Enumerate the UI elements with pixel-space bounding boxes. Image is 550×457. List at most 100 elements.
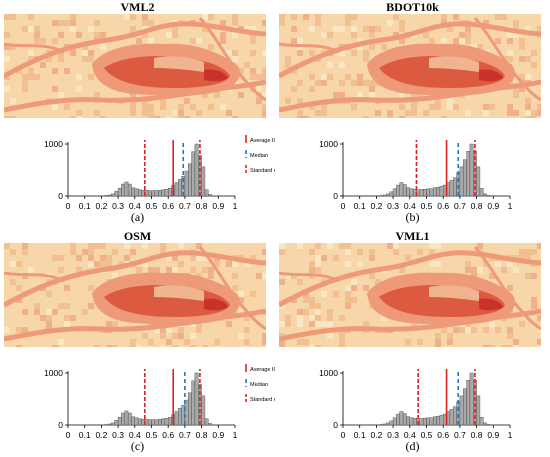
map-cell — [160, 249, 166, 255]
panel-3: OSM 0 1000 0 0.1 0.2 0.3 0.4 0.5 0.6 0.7 0.8 0.9 1 Ave… — [0, 229, 275, 457]
map-cell — [297, 279, 303, 285]
map-cell — [453, 327, 459, 333]
map-cell — [22, 309, 28, 315]
map-cell — [345, 261, 351, 267]
map-cell — [70, 14, 76, 20]
map-cell — [52, 309, 58, 315]
map-cell — [381, 44, 387, 50]
map-cell — [22, 243, 28, 249]
map-cell — [4, 116, 10, 118]
map-cell — [429, 104, 435, 110]
map-cell — [513, 32, 519, 38]
histogram-bar — [178, 179, 182, 197]
map-cell — [537, 315, 541, 321]
map-cell — [58, 339, 64, 345]
map-cell — [309, 321, 315, 327]
iop-map — [279, 243, 541, 347]
map-cell — [309, 26, 315, 32]
map-cell — [202, 26, 208, 32]
map-cell — [130, 104, 136, 110]
map-cell — [441, 116, 447, 118]
map-cell — [238, 309, 244, 315]
map-cell — [453, 104, 459, 110]
map-cell — [477, 267, 483, 273]
map-cell — [507, 104, 513, 110]
map-cell — [52, 345, 58, 347]
map-cell — [315, 80, 321, 86]
map-cell — [76, 110, 82, 116]
map-cell — [321, 80, 327, 86]
map-cell — [279, 345, 285, 347]
histogram-bar — [154, 419, 159, 426]
map-cell — [244, 327, 250, 333]
map-cell — [417, 92, 423, 98]
map-cell — [34, 32, 40, 38]
map-cell — [226, 261, 232, 267]
histogram-bar — [204, 418, 209, 426]
map-cell — [232, 56, 238, 62]
map-cell — [124, 255, 130, 261]
map-cell — [321, 32, 327, 38]
map-cell — [333, 26, 339, 32]
histogram-bar — [486, 424, 491, 426]
map-cell — [303, 14, 309, 20]
map-cell — [250, 50, 256, 56]
map-cell — [196, 327, 202, 333]
histogram-bar — [134, 188, 139, 197]
map-cell — [70, 50, 76, 56]
map-cell — [166, 327, 172, 333]
histogram-bar — [151, 419, 156, 426]
map-title: BDOT10k — [386, 0, 439, 14]
map-cell — [4, 243, 10, 249]
map-cell — [321, 74, 327, 80]
map-cell — [435, 243, 441, 249]
map-cell — [142, 104, 148, 110]
map-cell — [531, 50, 537, 56]
map-cell — [130, 249, 136, 255]
map-cell — [34, 38, 40, 44]
map-cell — [82, 56, 88, 62]
histogram-bar — [154, 190, 159, 197]
map-cell — [369, 92, 375, 98]
map-cell — [363, 80, 369, 86]
map-cell — [184, 339, 190, 345]
map-cell — [4, 327, 10, 333]
map-cell — [369, 80, 375, 86]
map-cell — [399, 92, 405, 98]
x-tick-label: 0 — [341, 430, 346, 439]
histogram-bar — [117, 417, 122, 426]
river-band — [279, 21, 541, 79]
map-cell — [88, 26, 94, 32]
map-cell — [447, 98, 453, 104]
map-cell — [130, 345, 136, 347]
map-cell — [297, 98, 303, 104]
map-cell — [405, 339, 411, 345]
map-cell — [88, 243, 94, 249]
histogram-bar — [184, 170, 189, 197]
x-tick-label: 0.5 — [146, 430, 158, 439]
map-cell — [297, 339, 303, 345]
map-cell — [411, 104, 417, 110]
road-band — [279, 271, 340, 283]
histogram-bar — [379, 195, 384, 197]
iop-map — [279, 14, 541, 118]
histogram-bar — [386, 422, 390, 426]
map-cell — [178, 104, 184, 110]
map-cell — [465, 110, 471, 116]
map-cell — [525, 255, 531, 261]
map-cell — [315, 315, 321, 321]
map-cell — [262, 333, 266, 339]
x-tick-label: 0.7 — [179, 201, 191, 210]
map-cell — [357, 249, 363, 255]
histogram-bar — [429, 417, 434, 426]
map-cell — [345, 249, 351, 255]
map-cell — [148, 267, 154, 273]
map-cell — [345, 285, 351, 291]
map-cell — [315, 321, 321, 327]
histogram-bar — [111, 193, 115, 197]
map-cell — [220, 38, 226, 44]
x-tick-label: 0.2 — [95, 201, 107, 210]
map-cell — [375, 110, 381, 116]
map-cell — [154, 267, 160, 273]
map-cell — [202, 255, 208, 261]
